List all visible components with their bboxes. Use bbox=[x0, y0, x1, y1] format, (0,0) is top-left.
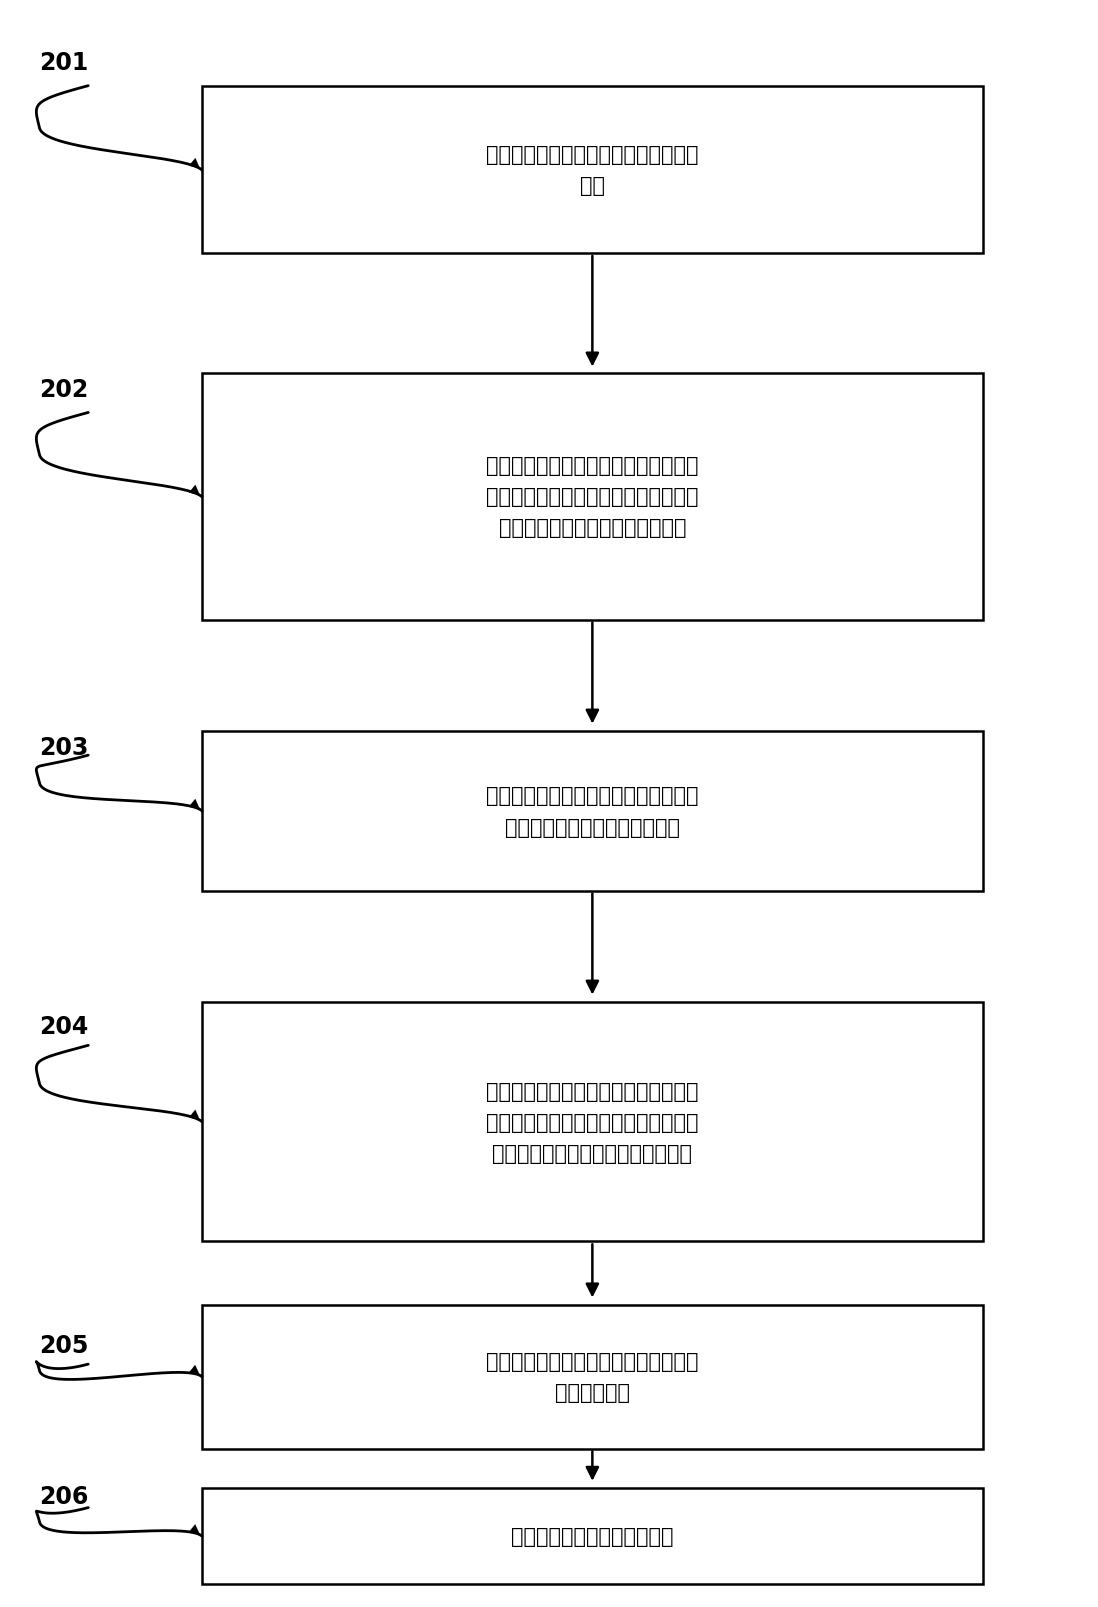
Text: 202: 202 bbox=[40, 378, 89, 402]
Text: 所述移动终端在有效小区驻留: 所述移动终端在有效小区驻留 bbox=[511, 1527, 673, 1546]
Bar bbox=[202, 1488, 983, 1585]
Bar bbox=[202, 1305, 983, 1450]
Text: 选取所述接入可行系数最高的小区作为
所述有效小区: 选取所述接入可行系数最高的小区作为 所述有效小区 bbox=[486, 1351, 698, 1403]
Text: 203: 203 bbox=[40, 736, 89, 760]
Bar bbox=[202, 87, 983, 254]
Text: 201: 201 bbox=[40, 51, 89, 74]
Text: 对所述历史驻留小区与相邻小区和服务
小区取交集，得到待选小区集合: 对所述历史驻留小区与相邻小区和服务 小区取交集，得到待选小区集合 bbox=[486, 786, 698, 837]
Bar bbox=[202, 1003, 983, 1242]
Text: 206: 206 bbox=[40, 1485, 89, 1509]
Bar bbox=[202, 373, 983, 620]
Text: 205: 205 bbox=[40, 1334, 89, 1358]
Text: 移动终端获取服务小区信号和相邻小区
信号: 移动终端获取服务小区信号和相邻小区 信号 bbox=[486, 145, 698, 196]
Text: 当服务小区的小区信号值或相邻小区信
号值满足标准小区接入准则时，移动终
端获取记录在本地的历史驻留小区: 当服务小区的小区信号值或相邻小区信 号值满足标准小区接入准则时，移动终 端获取记… bbox=[486, 456, 698, 538]
Bar bbox=[202, 731, 983, 892]
Text: 204: 204 bbox=[40, 1014, 89, 1038]
Text: 根据所述待选小区集合中的每个小区的
信号值，历史驻留成功率，获得待选小
区集合中的每个小区的接入可行系数: 根据所述待选小区集合中的每个小区的 信号值，历史驻留成功率，获得待选小 区集合中… bbox=[486, 1082, 698, 1163]
